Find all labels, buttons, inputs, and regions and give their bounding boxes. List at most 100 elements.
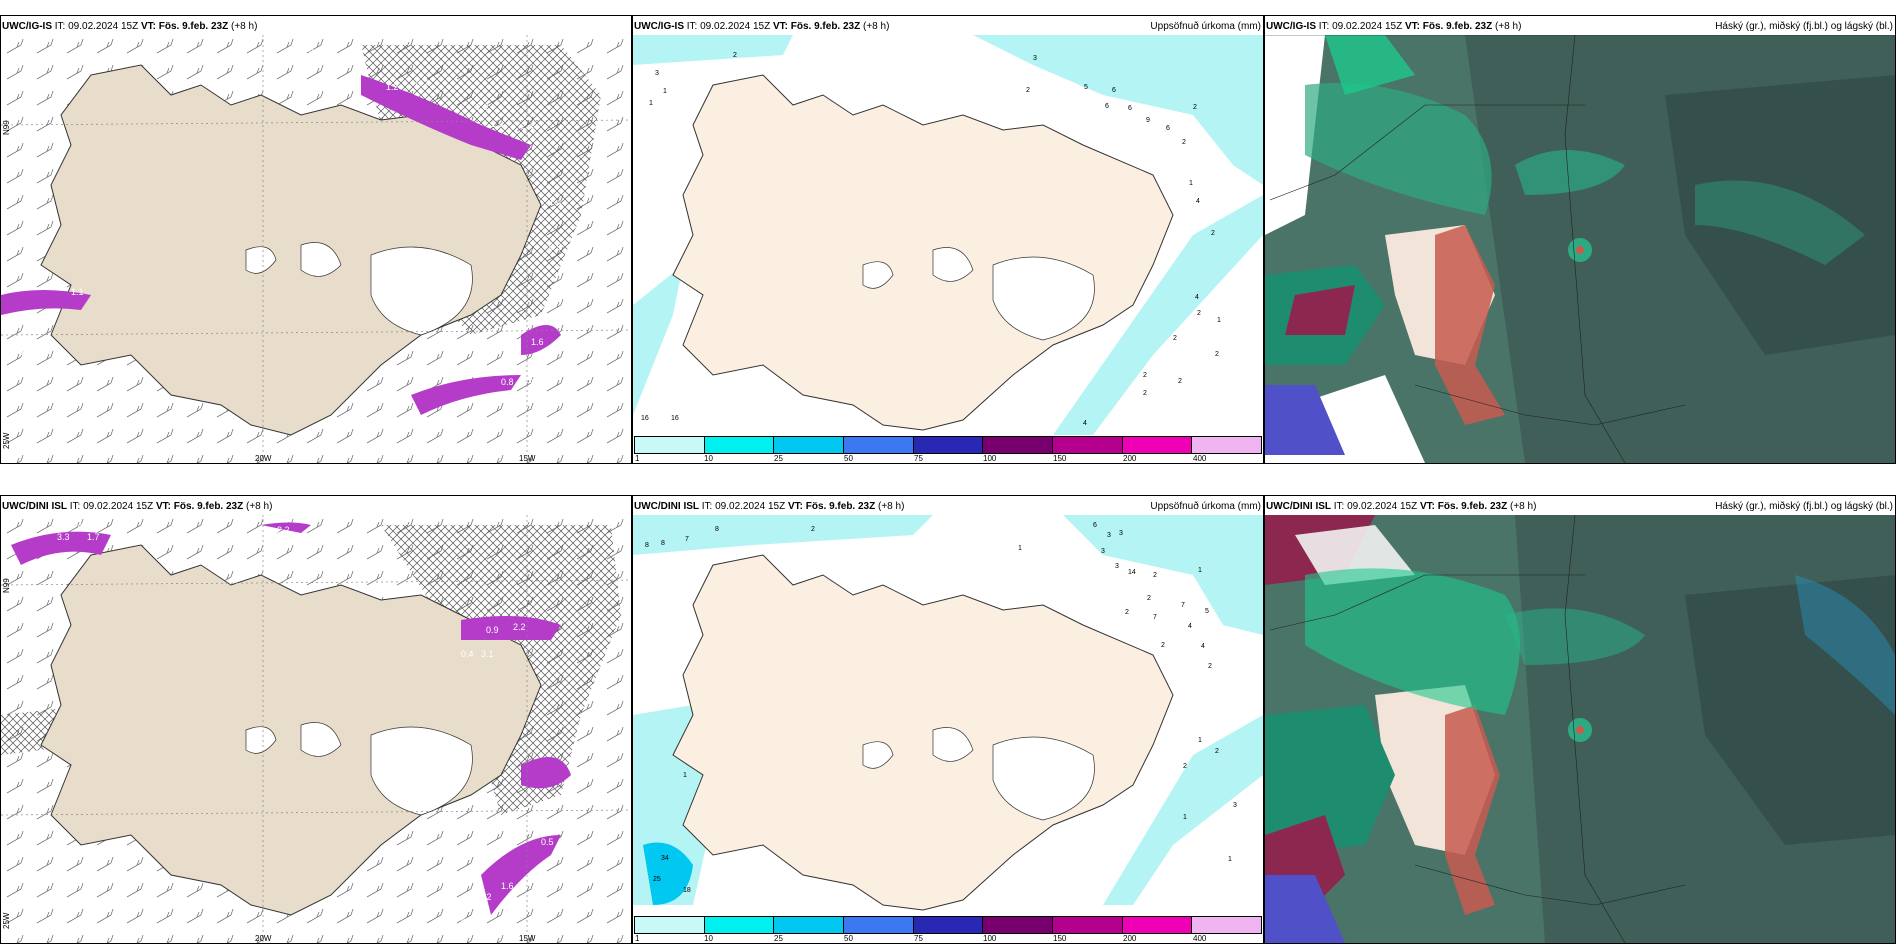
- wind-value: 0.5: [597, 517, 610, 527]
- precip-value: 25: [653, 876, 661, 883]
- cloud-title: Háský (gr.), miðský (fj.bl.) og lágský (…: [1715, 21, 1893, 32]
- wind-value: 3.6: [77, 519, 90, 529]
- precip-streak: [461, 616, 561, 640]
- colorbar-label: 25: [774, 454, 783, 463]
- colorbar-swatch: [774, 917, 845, 933]
- precip-value: 2: [733, 52, 737, 59]
- precip-title: Uppsöfnuð úrkoma (mm): [1150, 501, 1261, 512]
- wind-value: 1.2: [479, 892, 492, 902]
- light-precip: [973, 35, 1263, 185]
- precip-value: 4: [1195, 294, 1199, 301]
- precip-title: Uppsöfnuð úrkoma (mm): [1150, 21, 1261, 32]
- model-name: UWC/IG-IS: [634, 21, 684, 32]
- colorbar-label: 10: [704, 454, 713, 463]
- wind-value: 1.6: [531, 337, 544, 347]
- glacier: [245, 726, 277, 754]
- glacier: [932, 247, 974, 282]
- colorbar-swatch: [1053, 437, 1123, 453]
- wind-value: 0.6: [531, 317, 544, 327]
- lon-label: 15W: [519, 454, 536, 463]
- precip-value: 4: [1188, 623, 1192, 630]
- wind-value: 1.8: [301, 47, 314, 57]
- iceland-land: [672, 74, 1174, 431]
- glacier: [862, 741, 894, 769]
- wind-value: 3.3: [57, 532, 70, 542]
- light-precip: [633, 515, 933, 555]
- colorbar-label: 400: [1193, 934, 1207, 943]
- glacier: [300, 242, 342, 277]
- precip-panel-top: UWC/IG-IS IT: 09.02.2024 15Z VT: Fös. 9.…: [632, 15, 1264, 464]
- colorbar-swatch: [1122, 437, 1193, 453]
- wind-panel-bottom: UWC/DINI ISL IT: 09.02.2024 15Z VT: Fös.…: [0, 495, 632, 944]
- init-time: IT: 09.02.2024 15Z: [701, 501, 786, 512]
- lead-time: (+8 h): [878, 501, 905, 512]
- precip-streak: [521, 757, 571, 789]
- precip-value: 3: [1107, 532, 1111, 539]
- precip-value: 2: [1143, 372, 1147, 379]
- precip-value: 1: [1198, 737, 1202, 744]
- model-name: UWC/DINI ISL: [2, 501, 67, 512]
- colorbar-label: 150: [1053, 934, 1067, 943]
- wind-value: 2.2: [476, 102, 489, 112]
- precip-map: 3 1 1 2 3 2 5 6 6 6 2 9 6 2 1 4 2 2 4 1 …: [633, 35, 1263, 435]
- precip-value: 34: [661, 855, 669, 862]
- precip-value: 2: [1173, 335, 1177, 342]
- precip-value: 2: [1143, 390, 1147, 397]
- precip-map: 8 8 7 8 2 1 6 3 3 3 3 14 2 1 2 7 2 7 5 4…: [633, 515, 1263, 911]
- precip-streak: [11, 531, 111, 565]
- colorbar-label: 75: [914, 934, 923, 943]
- colorbar-swatch: [774, 437, 845, 453]
- colorbar-label: 150: [1053, 454, 1067, 463]
- valid-time: VT: Fös. 9.feb. 23Z: [772, 21, 861, 32]
- wind-value: 0.4: [461, 649, 474, 659]
- colorbar-swatch: [983, 917, 1054, 933]
- glacier: [300, 722, 342, 757]
- precip-value: 2: [1153, 572, 1157, 579]
- colorbar-label: 75: [914, 454, 923, 463]
- precip-value: 1: [1183, 814, 1187, 821]
- panel-header: UWC/DINI ISL IT: 09.02.2024 15Z VT: Fös.…: [1266, 501, 1536, 513]
- colorbar-label: 25: [774, 934, 783, 943]
- precip-value: 2: [1197, 310, 1201, 317]
- colorbar-swatch: [635, 917, 705, 933]
- iceland-land: [672, 554, 1174, 911]
- precip-value: 8: [661, 540, 665, 547]
- precip-streak: [361, 75, 531, 160]
- precip-value: 2: [1215, 351, 1219, 358]
- precip-value: 2: [1211, 230, 1215, 237]
- precip-value: 1: [1228, 856, 1232, 863]
- lead-time: (+8 h): [1510, 501, 1537, 512]
- colorbar-swatch: [1122, 917, 1193, 933]
- valid-time: VT: Fös. 9.feb. 23Z: [787, 501, 876, 512]
- precip-value: 5: [1084, 84, 1088, 91]
- init-time: IT: 09.02.2024 15Z: [69, 501, 154, 512]
- valid-time: VT: Fös. 9.feb. 23Z: [1419, 501, 1508, 512]
- cloud-title: Háský (gr.), miðský (fj.bl.) og lágský (…: [1715, 501, 1893, 512]
- init-time: IT: 09.02.2024 15Z: [686, 21, 771, 32]
- precip-value: 1: [1217, 317, 1221, 324]
- colorbar: [634, 436, 1262, 454]
- panel-header: UWC/IG-IS IT: 09.02.2024 15Z VT: Fös. 9.…: [2, 21, 257, 33]
- cloud-panel-bottom: UWC/DINI ISL IT: 09.02.2024 15Z VT: Fös.…: [1264, 495, 1896, 944]
- lead-time: (+8 h): [246, 501, 273, 512]
- precip-value: 16: [671, 415, 679, 422]
- lon-label: 20W: [255, 934, 272, 943]
- wind-map: N99 25W 20W 15W 1.8 1.2 0.7 2.2 1.9 2.4 …: [1, 35, 631, 463]
- glacier: [245, 246, 277, 274]
- colorbar-swatch: [844, 437, 914, 453]
- light-precip: [633, 265, 683, 415]
- colorbar: [634, 916, 1262, 934]
- wind-value: 2.2: [277, 525, 290, 535]
- colorbar-swatch: [704, 917, 775, 933]
- wind-value: 0.9: [486, 625, 499, 635]
- glacier: [992, 256, 1095, 341]
- precip-streak: [481, 835, 561, 915]
- precip-value: 2: [811, 526, 815, 533]
- colorbar-label: 200: [1123, 934, 1137, 943]
- wind-value: 1.4: [549, 197, 562, 207]
- precip-value: 6: [1128, 105, 1132, 112]
- lon-label: 15W: [519, 934, 536, 943]
- lat-label: N99: [2, 120, 11, 135]
- lon-label: 25W: [2, 912, 11, 929]
- precip-streak: [521, 325, 561, 355]
